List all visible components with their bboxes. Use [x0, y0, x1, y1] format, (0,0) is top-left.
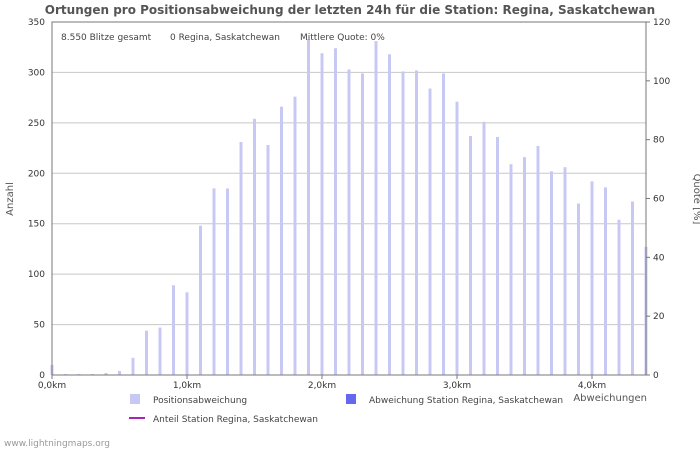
bar-positionsabweichung: [118, 370, 121, 375]
bar-positionsabweichung: [77, 373, 81, 375]
bar-positionsabweichung: [307, 39, 310, 375]
bar-positionsabweichung: [374, 41, 378, 376]
bar-positionsabweichung: [280, 106, 283, 375]
y-right-tick-label: 80: [653, 136, 665, 146]
bar-positionsabweichung: [590, 181, 594, 375]
legend: Positionsabweichung Abweichung Station R…: [129, 394, 563, 425]
y-left-tick-label: 250: [28, 119, 45, 129]
bar-positionsabweichung: [550, 171, 553, 375]
bar-positionsabweichung: [64, 373, 67, 375]
y-axis-right-ticks: 0 20 40 60 80 100 120: [646, 18, 670, 381]
x-tick-label: 1,0km: [173, 381, 201, 391]
bar-positionsabweichung: [415, 70, 418, 375]
bar-positionsabweichung: [523, 157, 526, 375]
bar-positionsabweichung: [293, 96, 297, 376]
bar-positionsabweichung: [199, 225, 202, 375]
legend-label-positionsabweichung: Positionsabweichung: [153, 396, 247, 406]
bar-positionsabweichung: [347, 69, 351, 375]
bar-positionsabweichung: [631, 201, 634, 375]
legend-swatch-abweichung-station: [346, 394, 356, 404]
chart-title: Ortungen pro Positionsabweichung der let…: [45, 3, 655, 17]
x-tick-label: 3,0km: [443, 381, 471, 391]
y-left-tick-label: 0: [39, 371, 45, 381]
bar-positionsabweichung: [185, 292, 189, 375]
y-left-tick-label: 50: [34, 321, 46, 331]
stats-station: 0 Regina, Saskatchewan: [170, 33, 280, 43]
bar-positionsabweichung: [496, 136, 499, 375]
bar-positionsabweichung: [617, 219, 621, 375]
y-axis-left-label: Anzahl: [5, 182, 16, 216]
y-left-tick-label: 100: [28, 270, 45, 280]
legend-label-anteil-station: Anteil Station Regina, Saskatchewan: [153, 415, 318, 425]
bar-positionsabweichung: [455, 101, 459, 376]
bar-positionsabweichung: [536, 146, 540, 375]
legend-swatch-positionsabweichung: [130, 394, 140, 404]
x-axis-ticks: 0,0km 1,0km 2,0km 3,0km 4,0km: [38, 375, 606, 391]
bar-positionsabweichung: [239, 142, 243, 375]
x-tick-label: 2,0km: [308, 381, 336, 391]
bar-positionsabweichung: [388, 54, 391, 375]
legend-label-abweichung-station: Abweichung Station Regina, Saskatchewan: [369, 396, 563, 406]
bar-positionsabweichung: [334, 48, 337, 375]
bar-positionsabweichung: [253, 118, 256, 375]
bar-positionsabweichung: [226, 188, 229, 375]
bar-positionsabweichung: [482, 121, 486, 375]
bar-positionsabweichung: [604, 187, 607, 375]
y-axis-left-ticks: 0 50 100 150 200 250 300 350: [28, 18, 45, 381]
bar-positionsabweichung: [428, 88, 432, 376]
bar-positionsabweichung: [91, 373, 94, 375]
y-right-tick-label: 100: [653, 77, 670, 87]
y-right-tick-label: 60: [653, 195, 665, 205]
plot-frame: [51, 21, 647, 376]
bar-positionsabweichung: [131, 357, 135, 375]
bar-positionsabweichung: [509, 164, 513, 375]
bar-positionsabweichung: [266, 145, 270, 375]
y-right-tick-label: 20: [653, 312, 665, 322]
y-left-tick-label: 350: [28, 18, 45, 28]
y-right-tick-label: 120: [653, 18, 670, 28]
stats-quote: Mittlere Quote: 0%: [300, 33, 385, 43]
bar-positionsabweichung: [361, 73, 364, 376]
bar-positionsabweichung: [320, 53, 324, 375]
source-credit: www.lightningmaps.org: [4, 439, 110, 449]
stats-total: 8.550 Blitze gesamt: [61, 33, 152, 43]
x-tick-label: 4,0km: [578, 381, 606, 391]
y-right-tick-label: 40: [653, 253, 665, 263]
y-axis-right-label: Quote [%]: [691, 174, 700, 225]
x-tick-label: 0,0km: [38, 381, 66, 391]
bar-positionsabweichung: [145, 330, 148, 375]
bar-positionsabweichung: [401, 71, 405, 376]
y-left-tick-label: 300: [28, 68, 45, 78]
bar-positionsabweichung: [577, 203, 580, 375]
bar-positionsabweichung: [158, 327, 162, 375]
y-left-tick-label: 150: [28, 220, 45, 230]
bar-positionsabweichung: [469, 135, 472, 375]
y-left-tick-label: 200: [28, 169, 45, 179]
bar-positionsabweichung: [104, 372, 108, 375]
bar-positionsabweichung: [212, 188, 216, 375]
bar-positionsabweichung: [172, 285, 175, 375]
bar-positionsabweichung: [563, 167, 567, 375]
bar-positionsabweichung: [442, 73, 445, 376]
y-right-tick-label: 0: [653, 371, 659, 381]
x-axis-label: Abweichungen: [573, 393, 647, 404]
